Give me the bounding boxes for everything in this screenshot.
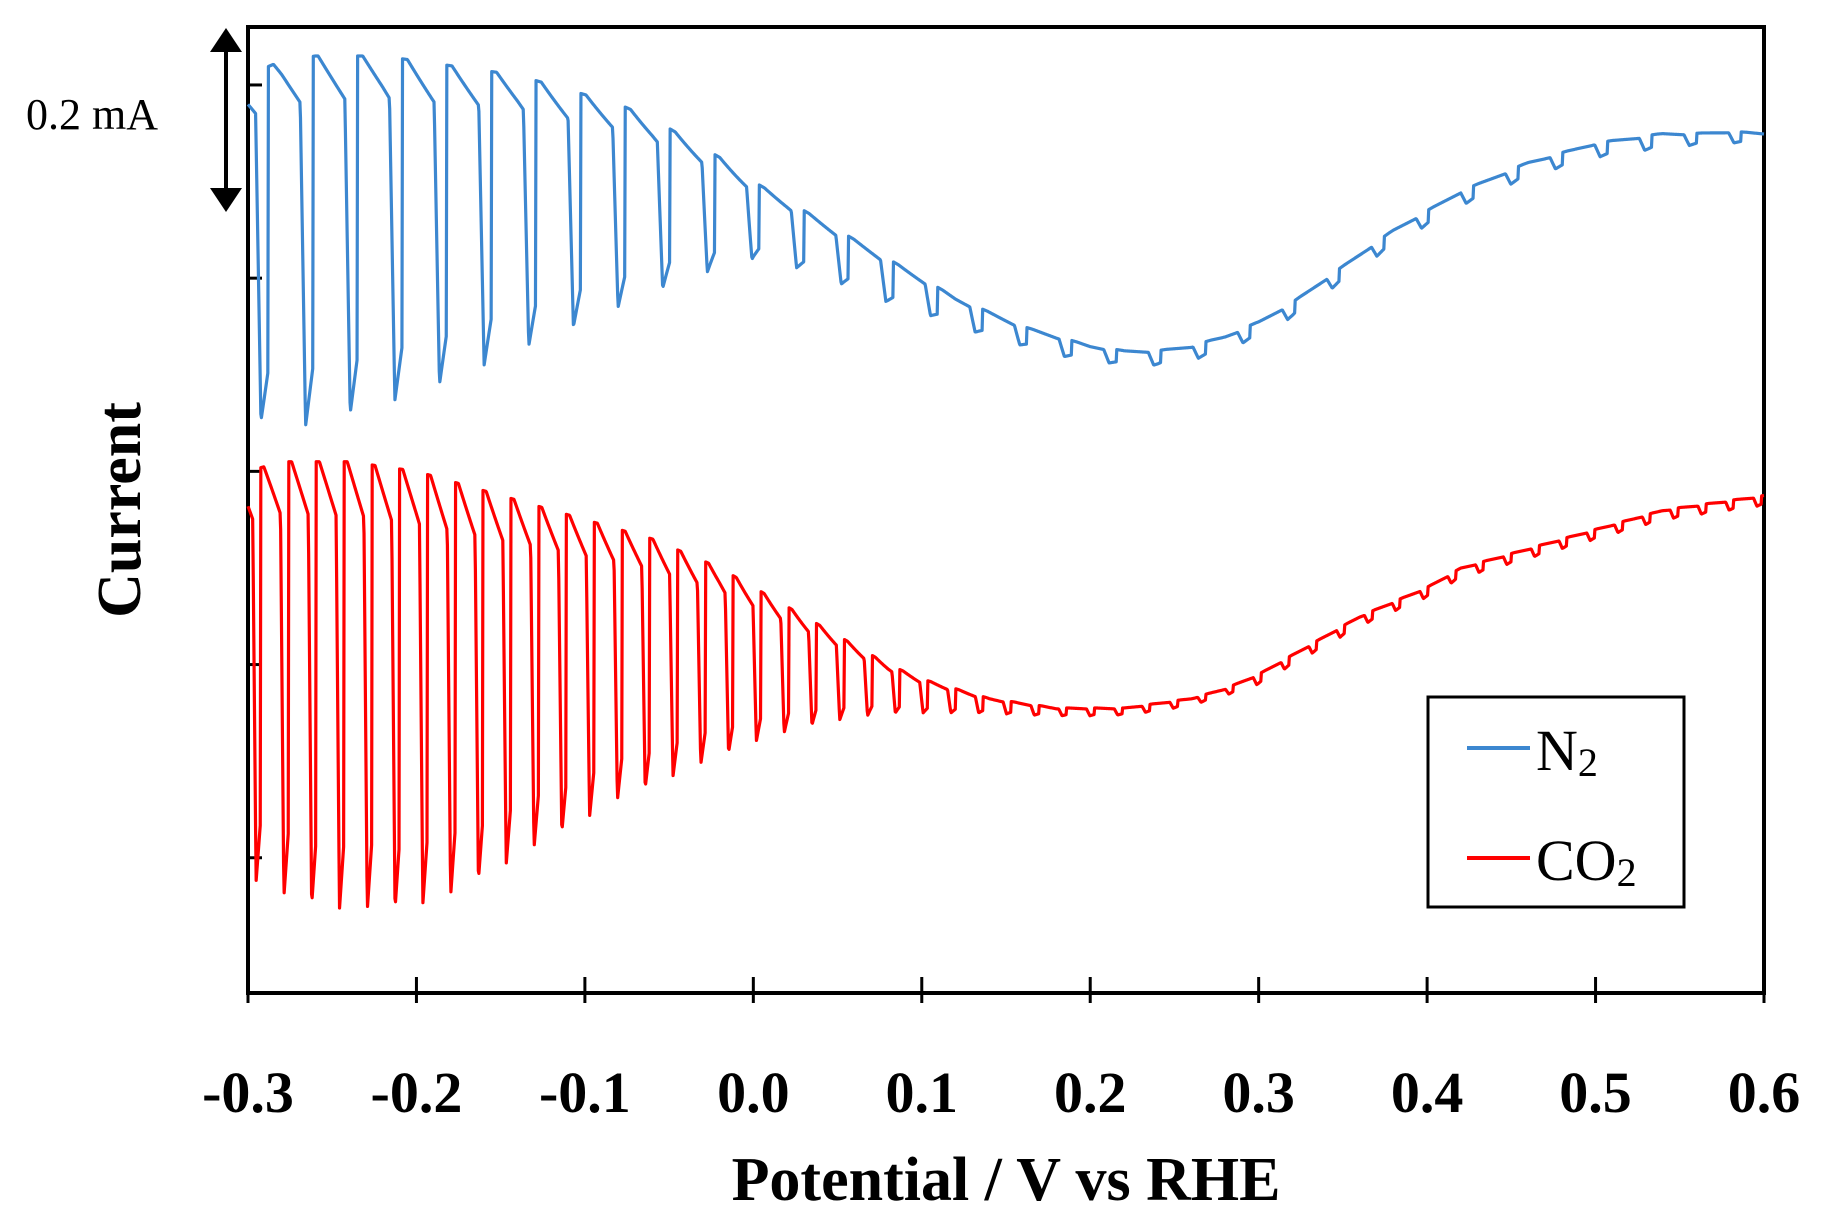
scale-bar-arrow-up xyxy=(210,28,242,52)
series-line-co2 xyxy=(246,460,1766,910)
x-tick-label: 0.4 xyxy=(1391,1060,1464,1125)
y-axis-title: Current xyxy=(86,402,154,618)
series-layer xyxy=(246,54,1766,910)
legend-box xyxy=(1426,695,1686,909)
legend-label-n2: N2 xyxy=(1536,718,1598,785)
x-tick-label: 0.5 xyxy=(1559,1060,1632,1125)
scale-bar: 0.2 mA xyxy=(26,28,242,212)
x-tick-label: 0.1 xyxy=(886,1060,959,1125)
x-tick-label: -0.3 xyxy=(202,1060,294,1125)
x-tick-label: -0.2 xyxy=(371,1060,463,1125)
x-tick-label: 0.3 xyxy=(1222,1060,1295,1125)
scale-bar-arrow-down xyxy=(210,188,242,212)
x-tick-label: 0.0 xyxy=(717,1060,790,1125)
x-tick-label: 0.6 xyxy=(1728,1060,1801,1125)
series-line-n2 xyxy=(246,54,1766,427)
x-tick-label: -0.1 xyxy=(539,1060,631,1125)
x-axis-tick-labels: -0.3 -0.2 -0.1 0.0 0.1 0.2 0.3 0.4 0.5 0.6 xyxy=(202,1060,1800,1125)
scale-bar-label: 0.2 mA xyxy=(26,90,158,139)
legend: N2 CO2 xyxy=(1426,695,1686,909)
x-tick-label: 0.2 xyxy=(1054,1060,1127,1125)
x-axis-ticks xyxy=(246,977,1766,1003)
x-axis-title: Potential / V vs RHE xyxy=(732,1146,1281,1214)
legend-label-co2: CO2 xyxy=(1536,828,1637,895)
